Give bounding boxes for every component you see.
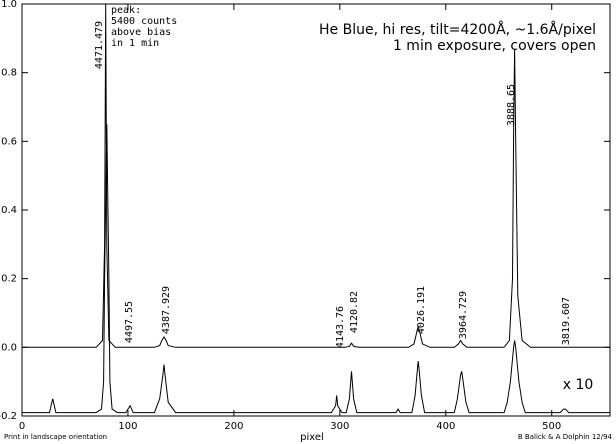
spectrum-line: [22, 3, 610, 348]
y-tick-label: 0.8: [1, 68, 17, 79]
x-tick-label: 200: [224, 421, 243, 432]
footer-left: Print in landscape orientation: [4, 433, 107, 441]
line-label: 4026.191: [416, 286, 427, 334]
line-label: 3888.65: [506, 84, 517, 126]
y-tick-label: 0.2: [1, 274, 17, 285]
x-tick-label: 0: [19, 421, 25, 432]
line-label: 4120.82: [349, 291, 360, 333]
x-tick-label: 500: [542, 421, 561, 432]
y-tick-label: 1.0: [1, 0, 17, 10]
x-axis-label: pixel: [300, 432, 324, 443]
y-tick-label: 0.0: [1, 342, 17, 353]
y-tick-label: 0.4: [1, 205, 17, 216]
footer-right: B Balick & A Dolphin 12/94: [518, 433, 613, 441]
peak-note: 5400 counts: [111, 16, 177, 27]
line-label: 3819.607: [561, 297, 572, 345]
peak-note: peak:: [111, 5, 141, 16]
plot-frame: [21, 3, 611, 417]
x-tick-label: 400: [436, 421, 455, 432]
x-tick-label: 100: [118, 421, 137, 432]
spectrum-line: [22, 124, 610, 414]
line-label: 3964.729: [458, 291, 469, 339]
line-label: 4143.76: [335, 306, 346, 348]
scale-note: x 10: [563, 377, 594, 393]
peak-note: in 1 min: [111, 38, 159, 49]
line-label: 4497.55: [124, 301, 135, 343]
y-tick-label: 0.6: [1, 136, 17, 147]
chart-title: He Blue, hi res, tilt=4200Å, ~1.6Å/pixel: [319, 21, 596, 38]
peak-note: above bias: [111, 27, 171, 38]
line-label: 4471.479: [94, 21, 105, 69]
line-label: 4387.929: [161, 286, 172, 334]
chart-subtitle: 1 min exposure, covers open: [393, 38, 596, 54]
x-tick-label: 300: [330, 421, 349, 432]
y-tick-label: -0.2: [0, 411, 17, 422]
